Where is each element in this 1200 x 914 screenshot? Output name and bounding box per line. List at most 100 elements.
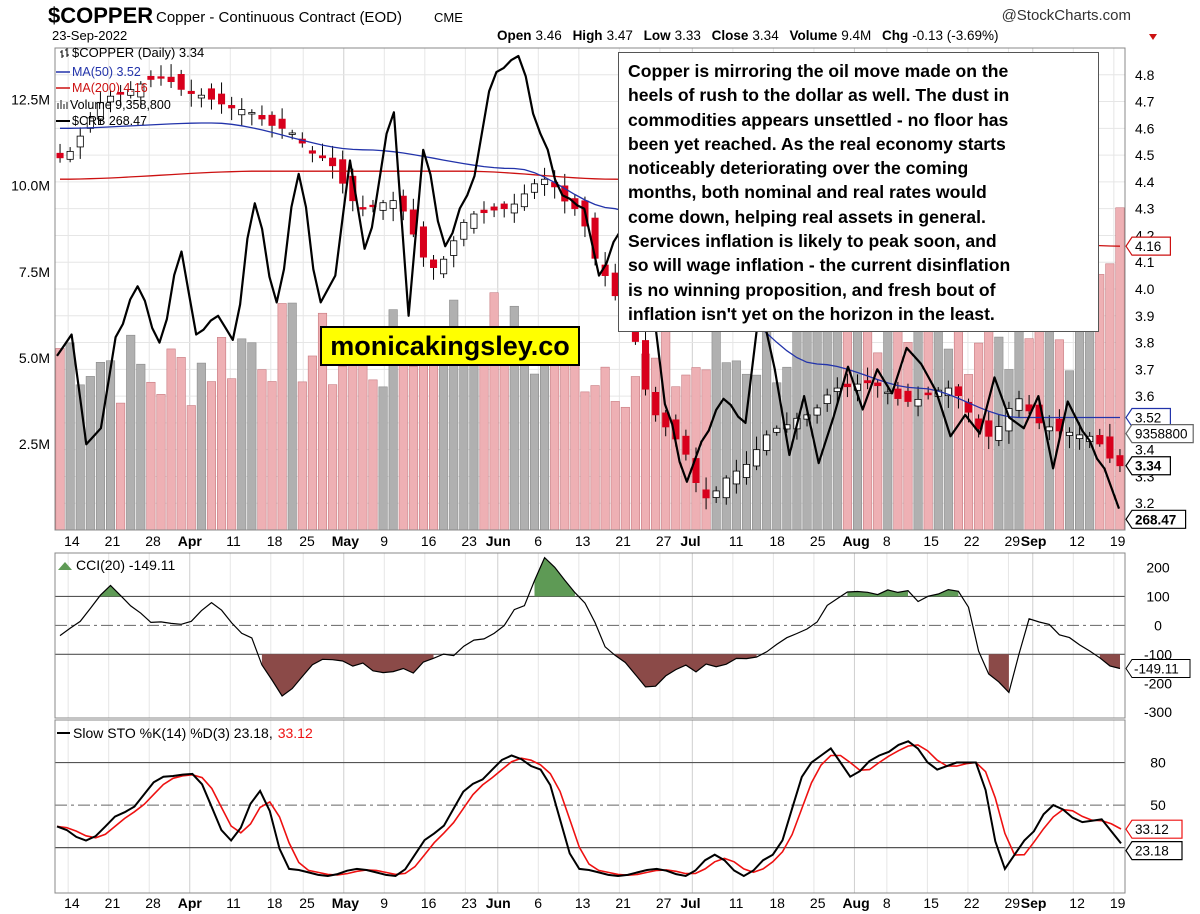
volume-bar: [963, 374, 974, 531]
candle-body: [530, 183, 539, 193]
candle-body: [268, 114, 276, 126]
volume-bar: [85, 376, 95, 531]
candle-body: [329, 157, 337, 167]
x-tick-label: 25: [810, 895, 826, 911]
ma200-value-tag: 4.16: [1135, 239, 1161, 254]
x-tick-label: 9: [380, 895, 388, 911]
commentary-line: been yet reached. As the real economy st…: [628, 133, 1006, 154]
price-legend: $COPPER (Daily) 3.34 MA(50) 3.52 MA(200)…: [56, 45, 204, 128]
cci-tick-label: -300: [1144, 704, 1172, 720]
close-value-tag-box: [1125, 456, 1171, 476]
candle-body: [137, 83, 145, 98]
x-tick-label: 11: [729, 895, 744, 911]
volume-bar: [237, 338, 247, 531]
volume-icon: [57, 100, 68, 109]
sto-tick-label: 80: [1150, 755, 1166, 771]
volume-value-tag-box: [1125, 424, 1194, 444]
crb-line: [56, 54, 1121, 509]
cci-oversold-area: [261, 654, 434, 696]
volume-tick-label: 2.5M: [19, 436, 50, 452]
x-tick-label: 28: [145, 533, 161, 549]
x-tick-label: 12: [1069, 895, 1085, 911]
volume-bar: [852, 297, 863, 531]
cci-oversold-area: [1099, 654, 1120, 669]
volume-bar: [217, 337, 227, 531]
x-tick-label: 8: [883, 895, 891, 911]
x-tick-label: 29: [1004, 533, 1020, 549]
candle-body: [197, 94, 205, 99]
x-tick-label: 19: [1110, 533, 1126, 549]
sto-d-line: [56, 744, 1122, 877]
candle-body: [500, 203, 508, 210]
sto-d-value-tag: 33.12: [1135, 822, 1169, 837]
candle-body: [318, 155, 327, 159]
candle-body: [207, 88, 215, 100]
candle-body: [187, 90, 195, 94]
volume-bar: [116, 402, 126, 531]
x-tick-label: 6: [534, 533, 542, 549]
x-tick-label: 25: [299, 533, 315, 549]
candle-body: [944, 387, 952, 397]
volume-bar: [933, 304, 943, 531]
candle-body: [1045, 426, 1053, 432]
cci-overbought-area: [100, 585, 121, 597]
cci-overbought-area: [847, 589, 908, 597]
volume-bar: [570, 344, 580, 531]
x-tick-label: 23: [461, 533, 477, 549]
candle-body: [712, 490, 720, 498]
volume-bar: [540, 344, 550, 531]
candle-body: [702, 489, 710, 499]
sto-panel-grid: [55, 720, 1125, 893]
cci-line: [59, 556, 1121, 697]
volume-bar: [428, 346, 439, 531]
volume-bar: [721, 362, 731, 531]
x-tick-label: 23: [461, 895, 477, 911]
volume-bar: [600, 366, 610, 531]
x-tick-label: 19: [1110, 895, 1126, 911]
cci-series: [59, 556, 1121, 697]
volume-bar: [630, 376, 640, 531]
volume-bar: [196, 362, 206, 531]
x-tick-label: 22: [964, 895, 980, 911]
volume-tick-label: 10.0M: [11, 178, 50, 194]
commentary-line: so will wage inflation - the current dis…: [628, 255, 1011, 276]
volume-bar: [176, 357, 186, 531]
cci-panel-grid: [55, 553, 1125, 718]
x-tick-label: 12: [1069, 533, 1085, 549]
volume-tick-label: 5.0M: [19, 350, 50, 366]
candle-body: [641, 340, 650, 390]
panel-frame: [54, 719, 1126, 894]
sto-tick-label: 50: [1150, 797, 1166, 813]
x-tick-label: 16: [421, 895, 437, 911]
x-tick-label: 14: [64, 895, 80, 911]
candle-body: [76, 135, 84, 148]
exchange-label: CME: [434, 10, 463, 25]
candle-body: [480, 209, 488, 214]
candle-body: [389, 200, 397, 209]
candle-body: [288, 132, 296, 135]
candle-body: [127, 89, 135, 96]
candle-body: [1116, 455, 1124, 467]
x-tick-label: Jun: [486, 533, 511, 549]
x-tick-label: 9: [380, 533, 388, 549]
volume-bar: [297, 381, 307, 531]
candle-body: [722, 477, 730, 499]
volume-tick-label: 7.5M: [19, 264, 50, 280]
x-tick-label: 15: [923, 533, 939, 549]
x-tick-label: Sep: [1021, 533, 1047, 549]
volume-bar: [1024, 338, 1034, 531]
volume-bar: [923, 306, 933, 531]
price-tick-label: 4.5: [1135, 147, 1155, 163]
candle-body: [66, 150, 74, 160]
volume-bar: [731, 360, 741, 531]
legend-ma200: MA(200) 4.16: [72, 81, 148, 95]
sto-title: Slow STO %K(14) %D(3) 23.18, 33.12: [73, 725, 313, 741]
price-tick-label: 3.9: [1135, 308, 1155, 324]
candle-body: [884, 391, 892, 394]
x-tick-label: Apr: [178, 533, 203, 549]
candle-body: [662, 412, 670, 428]
volume-bar: [903, 342, 913, 531]
volume-bar: [408, 366, 418, 531]
x-tick-label: 6: [534, 895, 542, 911]
ma50-line: [60, 122, 1120, 419]
